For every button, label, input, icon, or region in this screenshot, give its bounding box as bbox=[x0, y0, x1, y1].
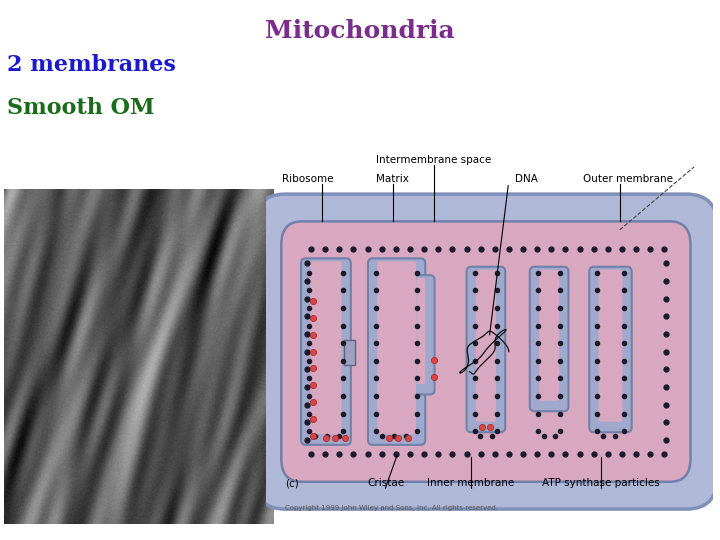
Text: 2 membranes: 2 membranes bbox=[7, 54, 176, 76]
Text: Inner membrane: Inner membrane bbox=[428, 478, 515, 488]
FancyBboxPatch shape bbox=[589, 267, 631, 432]
FancyBboxPatch shape bbox=[368, 258, 426, 445]
FancyBboxPatch shape bbox=[407, 275, 435, 394]
Text: Smooth OM: Smooth OM bbox=[7, 97, 155, 119]
FancyBboxPatch shape bbox=[282, 221, 690, 482]
FancyBboxPatch shape bbox=[377, 261, 416, 434]
Text: Cristae: Cristae bbox=[367, 478, 404, 488]
FancyBboxPatch shape bbox=[530, 267, 569, 411]
Text: Intermembrane space: Intermembrane space bbox=[376, 154, 492, 165]
Text: Outer membrane: Outer membrane bbox=[582, 173, 672, 184]
FancyBboxPatch shape bbox=[539, 269, 559, 401]
Text: Matrix: Matrix bbox=[377, 173, 409, 184]
FancyBboxPatch shape bbox=[416, 278, 426, 384]
FancyBboxPatch shape bbox=[598, 269, 622, 422]
Text: Mitochondria: Mitochondria bbox=[265, 19, 455, 43]
FancyBboxPatch shape bbox=[476, 269, 496, 422]
FancyBboxPatch shape bbox=[310, 261, 341, 434]
FancyBboxPatch shape bbox=[467, 267, 505, 432]
FancyBboxPatch shape bbox=[343, 340, 354, 365]
FancyBboxPatch shape bbox=[301, 258, 351, 445]
Text: (c): (c) bbox=[285, 478, 299, 488]
Text: ATP synthase particles: ATP synthase particles bbox=[542, 478, 660, 488]
Text: Copyright 1999 John Wiley and Sons, Inc. All rights reserved.: Copyright 1999 John Wiley and Sons, Inc.… bbox=[285, 505, 498, 511]
Text: Ribosome: Ribosome bbox=[282, 173, 333, 184]
Text: DNA: DNA bbox=[516, 173, 539, 184]
FancyBboxPatch shape bbox=[253, 194, 719, 509]
